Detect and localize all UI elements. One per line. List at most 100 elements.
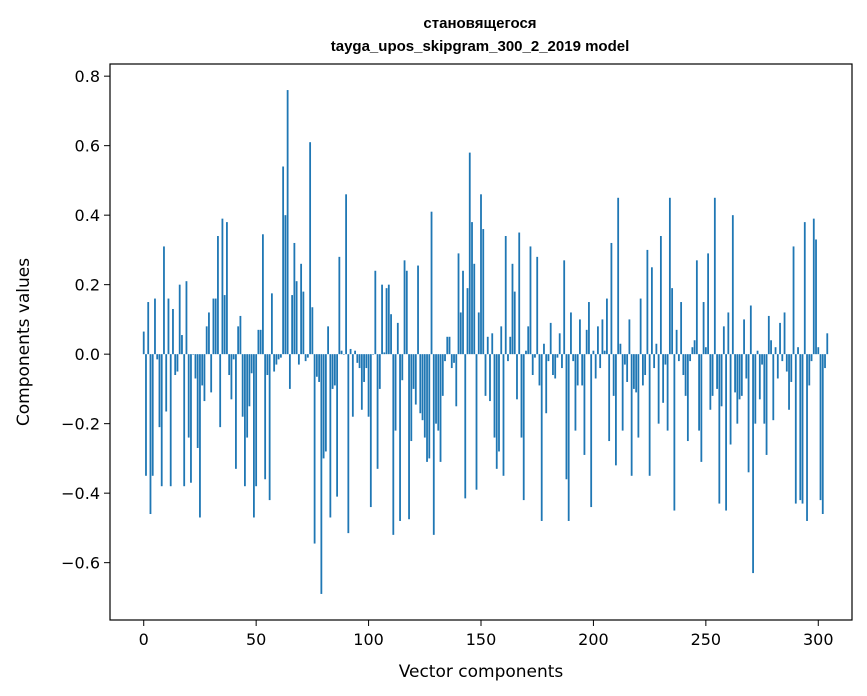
bar <box>767 315 770 355</box>
bar <box>543 343 545 355</box>
bar <box>549 322 552 355</box>
bar <box>484 354 487 396</box>
bar <box>419 354 422 414</box>
bar <box>606 298 608 355</box>
bar <box>734 354 736 393</box>
bar <box>273 354 276 372</box>
y-tick-label: −0.4 <box>61 484 100 503</box>
bar <box>255 354 258 487</box>
bar <box>585 329 588 355</box>
bar <box>583 354 586 455</box>
bar <box>563 260 566 355</box>
chart-title-line2: tayga_upos_skipgram_300_2_2019 model <box>331 38 630 55</box>
bar <box>399 354 401 521</box>
bar <box>621 354 624 431</box>
bar <box>788 354 790 410</box>
bar <box>808 354 811 386</box>
bar <box>239 315 242 355</box>
bar <box>185 281 188 355</box>
bar <box>401 354 404 381</box>
bar <box>270 293 273 355</box>
bar <box>752 354 754 574</box>
bar <box>286 90 289 355</box>
bar <box>666 354 669 431</box>
bar <box>803 222 806 355</box>
bar <box>462 270 464 355</box>
bar <box>565 354 568 480</box>
bar <box>241 354 244 417</box>
bar <box>754 354 757 424</box>
bar <box>821 354 824 515</box>
bar <box>250 354 253 374</box>
x-axis-label: Vector components <box>399 662 564 682</box>
y-tick-label: 0.0 <box>75 345 100 364</box>
bar <box>279 354 282 358</box>
bar <box>511 263 514 355</box>
bar <box>552 354 554 376</box>
bar <box>590 354 593 508</box>
bar <box>540 354 543 521</box>
bar <box>610 242 613 355</box>
bar <box>309 142 312 355</box>
bar <box>405 270 408 355</box>
bar <box>475 354 478 490</box>
bar <box>655 343 658 355</box>
bar <box>729 354 732 445</box>
bar <box>203 354 206 402</box>
bar <box>412 354 415 389</box>
bar <box>408 354 410 520</box>
bar <box>455 354 458 407</box>
bar <box>783 312 786 355</box>
bar <box>363 354 365 382</box>
bar <box>673 354 676 511</box>
y-tick-label: 0.6 <box>75 137 100 156</box>
bar <box>257 329 260 355</box>
bar <box>500 326 503 355</box>
bar <box>486 336 489 355</box>
bar <box>507 354 509 362</box>
bar <box>426 354 428 462</box>
bar-series <box>142 90 829 594</box>
bar <box>378 354 381 389</box>
bar <box>228 354 231 376</box>
bar <box>790 354 793 382</box>
bar <box>702 302 705 355</box>
bar <box>246 354 249 438</box>
bar <box>722 326 725 355</box>
bar <box>527 326 530 355</box>
bar <box>421 354 424 421</box>
bar <box>167 298 170 355</box>
bar <box>349 348 352 355</box>
bar <box>302 291 305 355</box>
y-tick-label: 0.8 <box>75 67 100 86</box>
bar <box>277 354 280 360</box>
y-axis-label: Components values <box>14 258 34 426</box>
bar <box>556 354 559 358</box>
bar <box>641 354 644 386</box>
bar <box>785 354 788 372</box>
bar <box>731 215 734 355</box>
bar <box>648 354 651 476</box>
bar <box>313 354 316 544</box>
bar <box>684 354 687 396</box>
bar <box>776 354 779 379</box>
bar <box>441 354 444 396</box>
bar <box>291 295 294 355</box>
bar <box>646 249 649 355</box>
bar <box>675 329 678 355</box>
bar <box>383 352 386 355</box>
bar <box>756 350 759 355</box>
bar <box>594 354 597 379</box>
bar <box>738 354 741 400</box>
bar <box>336 354 338 497</box>
bar <box>414 354 417 405</box>
bar <box>453 354 455 363</box>
bar <box>300 263 303 355</box>
bar <box>819 354 822 501</box>
bar <box>390 314 392 355</box>
bar <box>232 354 235 360</box>
bar <box>149 354 152 515</box>
bar <box>151 354 154 476</box>
bar <box>450 354 453 369</box>
